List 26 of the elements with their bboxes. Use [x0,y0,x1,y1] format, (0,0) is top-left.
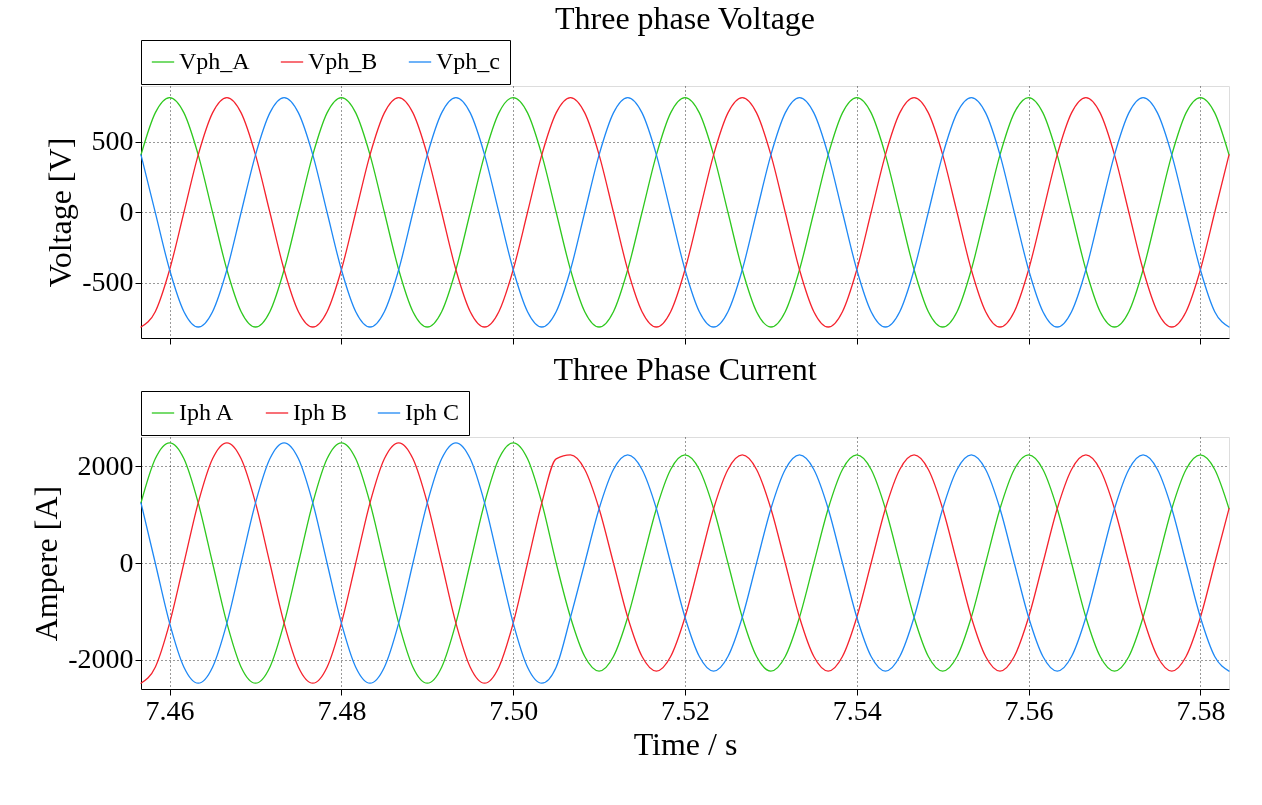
legend-label: Vph_A [179,48,251,74]
x-tick-label: 7.48 [317,694,367,726]
x-tick-label: 7.56 [1004,694,1054,726]
x-tick-label: 7.58 [1176,694,1226,726]
x-tick-label: 7.54 [832,694,882,726]
chart-title: Three Phase Current [553,350,817,387]
y-axis-title: Voltage [V] [42,137,79,288]
x-tick-label: 7.50 [489,694,539,726]
y-tick-label: 0 [119,195,134,227]
x-axis-title: Time / s [633,725,738,762]
y-axis-title: Ampere [A] [28,485,65,642]
y-tick-label: -500 [82,266,134,298]
x-tick-label: 7.46 [145,694,195,726]
line-series [140,96,1230,328]
chart-title: Three phase Voltage [554,0,816,36]
legend-label: Iph B [293,399,347,425]
y-tick-label: 2000 [77,449,134,481]
legend-label: Vph_c [436,48,500,74]
legend-label: Iph C [405,399,459,425]
x-tick-label: 7.52 [661,694,710,726]
y-tick-label: -2000 [68,643,134,675]
legend-label: Vph_B [308,48,378,74]
line-series [140,442,1230,684]
legend-label: Iph A [179,399,234,425]
y-tick-label: 0 [119,546,134,578]
y-tick-label: 500 [91,125,134,157]
